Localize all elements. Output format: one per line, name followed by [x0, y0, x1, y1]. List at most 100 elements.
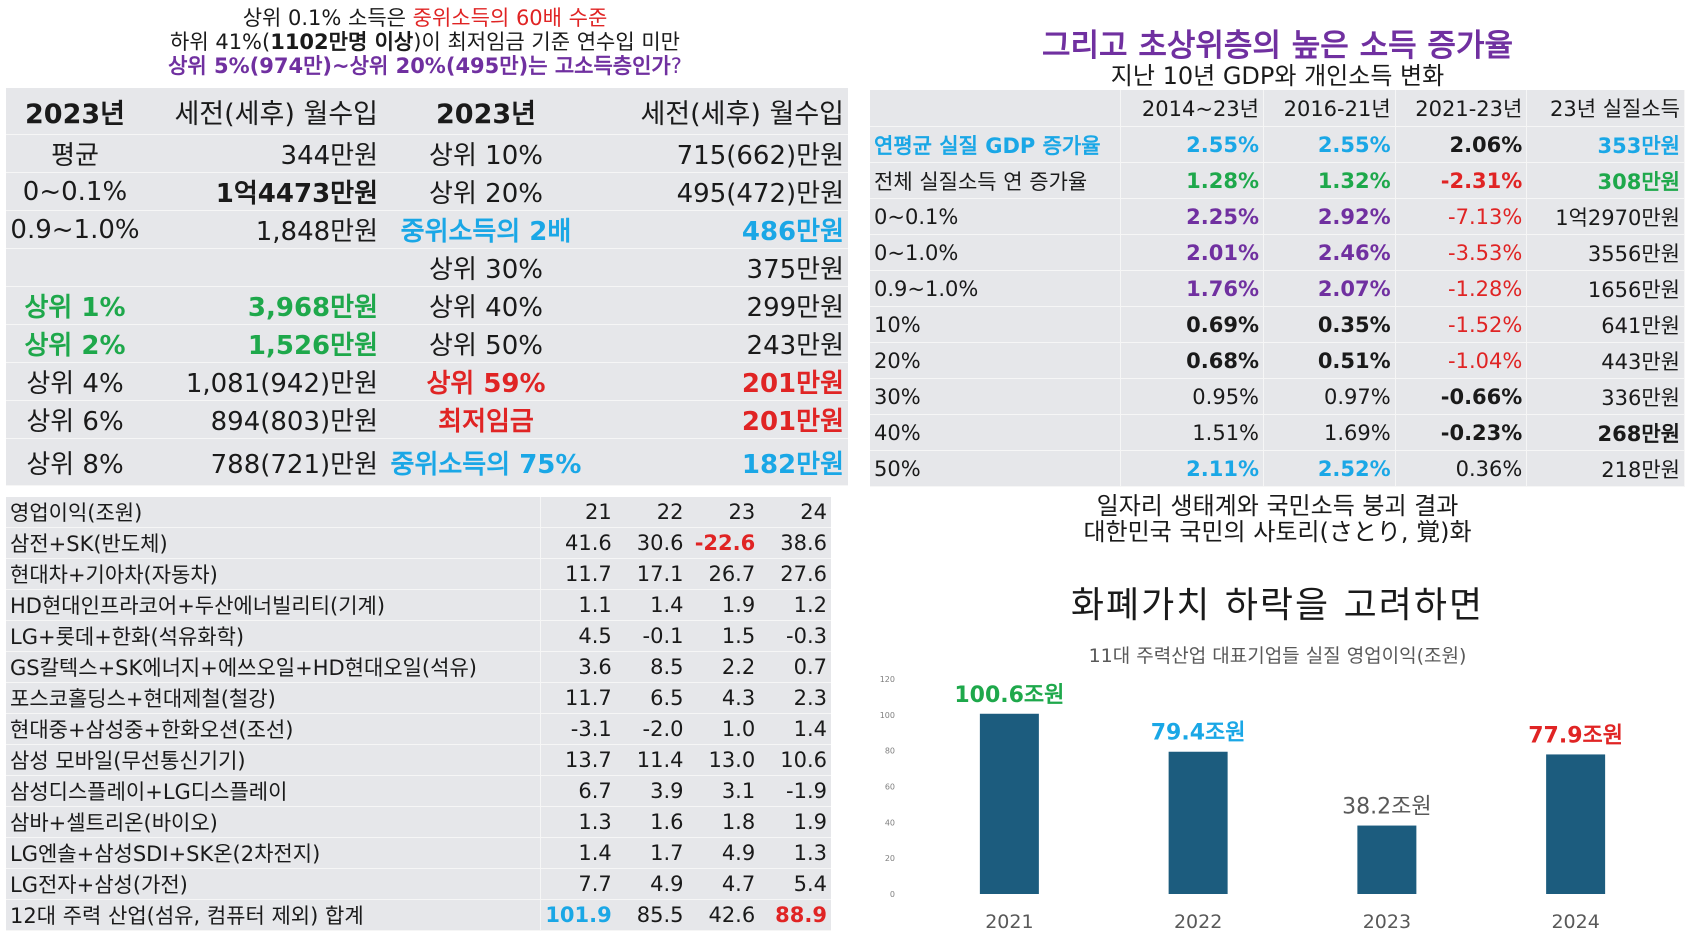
table-cell: 전체 실질소득 연 증가율 — [870, 162, 1121, 199]
table-cell: -2.31% — [1395, 162, 1528, 199]
table-cell: 88.9 — [759, 899, 831, 931]
table-cell: 삼성디스플레이+LG디스플레이 — [6, 775, 541, 807]
table-cell: 상위 6% — [6, 400, 144, 439]
table-header: 2014~23년 2016-21년 2021-23년 23년 실질소득 — [870, 90, 1685, 127]
table-cell: 5.4 — [759, 868, 831, 900]
table-cell: LG전자+삼성(가전) — [6, 868, 541, 900]
table-row: HD현대인프라코어+두산에너빌리티(기계) 1.1 1.4 1.9 1.2 — [6, 589, 831, 621]
header-cell: 22 — [615, 497, 688, 528]
table-cell: 6.7 — [540, 775, 616, 807]
table-cell: 1656만원 — [1526, 270, 1685, 307]
table-row: 12대 주력 산업(섬유, 컴퓨터 제외) 합계 101.9 85.5 42.6… — [6, 899, 831, 931]
table-cell: 1.76% — [1120, 270, 1265, 307]
table-cell: 1.4 — [615, 589, 688, 621]
table-cell: -0.23% — [1395, 414, 1528, 451]
table-cell: 201만원 — [590, 400, 848, 439]
y-tick-label: 80 — [885, 747, 895, 756]
operating-profit-bar-chart: 0 20 40 60 80 100 120 100.6조원 2021 79.4조원 2022 38.2… — [880, 675, 1623, 933]
y-tick-label: 100 — [880, 711, 895, 720]
table-cell: -7.13% — [1395, 198, 1528, 235]
table-header: 영업이익(조원) 21 22 23 24 — [6, 497, 831, 528]
table-cell: 11.4 — [615, 744, 688, 776]
header-cell: 23 — [687, 497, 760, 528]
table-cell: 2.01% — [1120, 234, 1265, 271]
table-row: LG전자+삼성(가전) 7.7 4.9 4.7 5.4 — [6, 868, 831, 900]
table-row: 상위 30% 375만원 — [6, 248, 848, 287]
table-cell: 27.6 — [759, 558, 831, 590]
table-cell: 1.4 — [759, 713, 831, 745]
table-cell: 40% — [870, 414, 1121, 451]
table-cell: 2.06% — [1395, 126, 1528, 163]
table-row: 0.9~1.0% 1.76% 2.07% -1.28% 1656만원 — [870, 270, 1685, 307]
table-cell: 20% — [870, 342, 1121, 379]
table-row: 20% 0.68% 0.51% -1.04% 443만원 — [870, 342, 1685, 379]
table-cell: 299만원 — [590, 286, 848, 325]
table-cell: 2.25% — [1120, 198, 1265, 235]
table-cell: 182만원 — [590, 438, 848, 486]
table-cell: 1.28% — [1120, 162, 1265, 199]
table-row: 현대차+기아차(자동차) 11.7 17.1 26.7 27.6 — [6, 558, 831, 590]
table-cell: 50% — [870, 450, 1121, 487]
table-cell: 0~0.1% — [870, 198, 1121, 235]
table-cell: 3.9 — [615, 775, 688, 807]
table-cell: 평균 — [6, 134, 144, 173]
table-cell: 상위 30% — [382, 248, 590, 287]
table-cell: 4.7 — [687, 868, 760, 900]
table-cell: 1억2970만원 — [1526, 198, 1685, 235]
table-cell: 0.95% — [1120, 378, 1265, 415]
table-cell: 41.6 — [540, 527, 616, 559]
table-cell: 삼성 모바일(무선통신기기) — [6, 744, 541, 776]
table-cell: 218만원 — [1526, 450, 1685, 487]
table-cell: 2.11% — [1120, 450, 1265, 487]
chart-section-title: 화폐가치 하락을 고려하면 — [1070, 585, 1485, 626]
table-cell: 715(662)만원 — [590, 134, 848, 173]
table-cell — [144, 248, 382, 287]
table-cell: 8.5 — [615, 651, 688, 683]
table-cell: 1.7 — [615, 837, 688, 869]
headline-line-1: 상위 0.1% 소득은 중위소득의 60배 수준 — [242, 6, 608, 30]
y-tick-label: 0 — [890, 890, 895, 899]
table-cell: 11.7 — [540, 682, 616, 714]
table-cell: 3,968만원 — [144, 286, 382, 325]
headline-line-2: 대한민국 국민의 사토리(さとり, 覚)화 — [1083, 518, 1472, 546]
monthly-income-table: 2023년 세전(세후) 월수입 2023년 세전(세후) 월수입 평균 344… — [6, 88, 848, 486]
table-row: 상위 1% 3,968만원 상위 40% 299만원 — [6, 286, 848, 325]
table-cell: 42.6 — [687, 899, 760, 931]
table-cell: -0.3 — [759, 620, 831, 652]
table-cell: 0~1.0% — [870, 234, 1121, 271]
table-cell: 1.9 — [687, 589, 760, 621]
table-cell: 353만원 — [1526, 126, 1685, 163]
table-row: 0~0.1% 1억4473만원 상위 20% 495(472)만원 — [6, 172, 848, 211]
table-cell: 0.51% — [1263, 342, 1396, 379]
table-cell: -22.6 — [687, 527, 760, 559]
table-cell: 641만원 — [1526, 306, 1685, 343]
table-header: 2023년 세전(세후) 월수입 2023년 세전(세후) 월수입 — [6, 88, 848, 135]
table-cell: 상위 4% — [6, 362, 144, 401]
table-cell: 486만원 — [590, 210, 848, 249]
table-row: 0~1.0% 2.01% 2.46% -3.53% 3556만원 — [870, 234, 1685, 271]
y-tick-label: 40 — [885, 818, 895, 827]
table-cell: 0.35% — [1263, 306, 1396, 343]
table-cell: -3.1 — [540, 713, 616, 745]
table-cell: 1억4473만원 — [144, 172, 382, 211]
table-cell: 상위 8% — [6, 438, 144, 486]
table-cell: 1.1 — [540, 589, 616, 621]
growth-subtitle: 지난 10년 GDP와 개인소득 변화 — [1110, 62, 1445, 90]
table-cell: 0.69% — [1120, 306, 1265, 343]
table-cell: 1.2 — [759, 589, 831, 621]
table-row: 전체 실질소득 연 증가율 1.28% 1.32% -2.31% 308만원 — [870, 162, 1685, 199]
data-label: 38.2조원 — [1342, 795, 1431, 820]
table-cell: 3556만원 — [1526, 234, 1685, 271]
table-cell: 상위 2% — [6, 324, 144, 363]
table-row: 삼바+셀트리온(바이오) 1.3 1.6 1.8 1.9 — [6, 806, 831, 838]
table-cell: 상위 1% — [6, 286, 144, 325]
headline-line-3: 상위 5%(974만)~상위 20%(495만)는 고소득층인가? — [168, 54, 682, 78]
y-tick-label: 120 — [880, 675, 895, 684]
table-cell: LG엔솔+삼성SDI+SK온(2차전지) — [6, 837, 541, 869]
data-label: 79.4조원 — [1151, 721, 1246, 746]
table-cell: 894(803)만원 — [144, 400, 382, 439]
header-cell: 2021-23년 — [1395, 90, 1528, 127]
table-cell: 30% — [870, 378, 1121, 415]
table-cell: 443만원 — [1526, 342, 1685, 379]
header-cell — [870, 90, 1121, 127]
